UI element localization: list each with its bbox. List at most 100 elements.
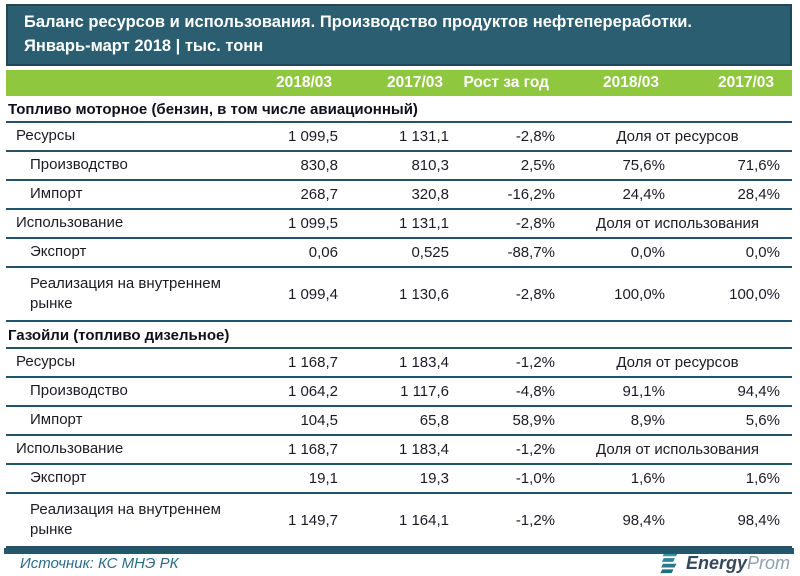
value-cell: 0,525 (350, 238, 461, 268)
value-cell: 1 164,1 (350, 493, 461, 548)
row-label: Импорт (6, 180, 236, 210)
value-cell: 28,4% (677, 180, 792, 210)
share-span-label: Доля от использования (567, 209, 792, 239)
table-row: Использование 1 168,7 1 183,4 -1,2% Доля от … (6, 435, 792, 465)
table-row: Экспорт 0,06 0,525 -88,7% 0,0% 0,0% (6, 238, 792, 268)
value-cell: -16,2% (461, 180, 567, 210)
value-cell: 5,6% (677, 406, 792, 436)
value-cell: -2,8% (461, 267, 567, 322)
value-cell: -1,2% (461, 435, 567, 465)
value-cell: 1,6% (567, 464, 677, 494)
value-cell: 810,3 (350, 151, 461, 181)
value-cell: 71,6% (677, 151, 792, 181)
value-cell: 104,5 (236, 406, 350, 436)
value-cell: 19,3 (350, 464, 461, 494)
value-cell: 100,0% (677, 267, 792, 322)
value-cell: 1 099,5 (236, 209, 350, 239)
row-label: Импорт (6, 406, 236, 436)
row-label: Экспорт (6, 238, 236, 268)
report-title-bar: Баланс ресурсов и использования. Произво… (6, 4, 792, 66)
row-label: Использование (6, 435, 236, 465)
column-header-row: 2018/03 2017/03 Рост за год 2018/03 2017… (6, 70, 792, 96)
value-cell: 8,9% (567, 406, 677, 436)
source-note: Источник: КС МНЭ РК (20, 554, 179, 572)
value-cell: -1,2% (461, 493, 567, 548)
section-header-row: Топливо моторное (бензин, в том числе ав… (6, 96, 792, 123)
table-row: Использование 1 099,5 1 131,1 -2,8% Доля от … (6, 209, 792, 239)
table-row: Импорт 104,5 65,8 58,9% 8,9% 5,6% (6, 406, 792, 436)
value-cell: 1 099,4 (236, 267, 350, 322)
col-header-share-2018-03: 2018/03 (567, 70, 677, 96)
value-cell: 268,7 (236, 180, 350, 210)
value-cell: -2,8% (461, 122, 567, 152)
value-cell: 2,5% (461, 151, 567, 181)
table-row: Экспорт 19,1 19,3 -1,0% 1,6% 1,6% (6, 464, 792, 494)
col-header-2018-03: 2018/03 (236, 70, 350, 96)
table-row: Ресурсы 1 168,7 1 183,4 -1,2% Доля от ресурс… (6, 348, 792, 378)
value-cell: 320,8 (350, 180, 461, 210)
value-cell: 1 130,6 (350, 267, 461, 322)
table-row: Производство 830,8 810,3 2,5% 75,6% 71,6% (6, 151, 792, 181)
report-title-line2: Январь-март 2018 | тыс. тонн (24, 37, 264, 55)
value-cell: 1 168,7 (236, 435, 350, 465)
value-cell: 65,8 (350, 406, 461, 436)
value-cell: 98,4% (567, 493, 677, 548)
share-span-label: Доля от использования (567, 435, 792, 465)
value-cell: 1 117,6 (350, 377, 461, 407)
value-cell: 1 183,4 (350, 435, 461, 465)
value-cell: 100,0% (567, 267, 677, 322)
value-cell: 1 168,7 (236, 348, 350, 378)
logo-text-energy: Energy (685, 553, 747, 573)
col-header-2017-03: 2017/03 (350, 70, 461, 96)
row-label: Экспорт (6, 464, 236, 494)
col-header-growth: Рост за год (461, 70, 567, 96)
value-cell: 1 183,4 (350, 348, 461, 378)
value-cell: 94,4% (677, 377, 792, 407)
row-label: Реализация на внутреннем рынке (6, 493, 236, 548)
section-header: Газойли (топливо дизельное) (6, 321, 792, 349)
report-title-line1: Баланс ресурсов и использования. Произво… (24, 13, 692, 31)
value-cell: 98,4% (677, 493, 792, 548)
row-label: Реализация на внутреннем рынке (6, 267, 236, 322)
col-header-share-2017-03: 2017/03 (677, 70, 792, 96)
value-cell: 0,0% (567, 238, 677, 268)
report-card: Баланс ресурсов и использования. Произво… (0, 4, 800, 576)
value-cell: 1,6% (677, 464, 792, 494)
section-header-row: Газойли (топливо дизельное) (6, 321, 792, 349)
value-cell: 1 131,1 (350, 209, 461, 239)
col-header-empty (6, 70, 236, 96)
table-row: Ресурсы 1 099,5 1 131,1 -2,8% Доля от ресурс… (6, 122, 792, 152)
value-cell: -4,8% (461, 377, 567, 407)
value-cell: 24,4% (567, 180, 677, 210)
value-cell: 830,8 (236, 151, 350, 181)
table-row: Производство 1 064,2 1 117,6 -4,8% 91,1% 94,4… (6, 377, 792, 407)
value-cell: 19,1 (236, 464, 350, 494)
row-label: Ресурсы (6, 122, 236, 152)
share-span-label: Доля от ресурсов (567, 348, 792, 378)
value-cell: 1 149,7 (236, 493, 350, 548)
value-cell: 1 131,1 (350, 122, 461, 152)
value-cell: -1,2% (461, 348, 567, 378)
value-cell: -2,8% (461, 209, 567, 239)
table-body: Топливо моторное (бензин, в том числе ав… (6, 96, 792, 548)
table-row: Реализация на внутреннем рынке 1 149,7 1 1… (6, 493, 792, 548)
bottom-accent-bar (4, 548, 794, 554)
row-label: Производство (6, 151, 236, 181)
value-cell: 0,06 (236, 238, 350, 268)
logo-text: EnergyProm (686, 554, 790, 572)
row-label: Использование (6, 209, 236, 239)
table-row: Импорт 268,7 320,8 -16,2% 24,4% 28,4% (6, 180, 792, 210)
balance-table: 2018/03 2017/03 Рост за год 2018/03 2017… (6, 70, 792, 548)
share-span-label: Доля от ресурсов (567, 122, 792, 152)
value-cell: -1,0% (461, 464, 567, 494)
value-cell: 75,6% (567, 151, 677, 181)
value-cell: 1 099,5 (236, 122, 350, 152)
value-cell: 58,9% (461, 406, 567, 436)
value-cell: 91,1% (567, 377, 677, 407)
logo-text-prom: Prom (746, 553, 790, 573)
row-label: Ресурсы (6, 348, 236, 378)
value-cell: -88,7% (461, 238, 567, 268)
row-label: Производство (6, 377, 236, 407)
value-cell: 1 064,2 (236, 377, 350, 407)
table-row: Реализация на внутреннем рынке 1 099,4 1 1… (6, 267, 792, 322)
